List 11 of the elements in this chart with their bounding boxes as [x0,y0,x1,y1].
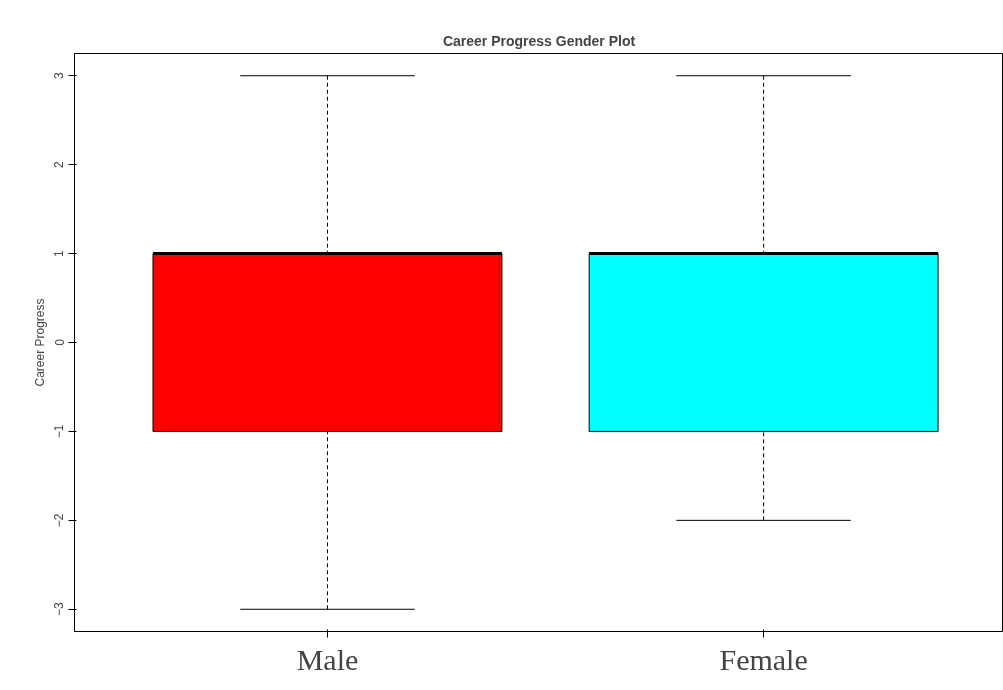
y-tick-label: 0 [52,338,67,346]
y-tick-label: 1 [52,249,67,257]
y-tick-label: 3 [52,72,67,80]
x-tick-label: Male [296,642,359,676]
chart-title: Career Progress Gender Plot [442,32,636,49]
x-tick-label: Female [719,642,808,676]
y-tick-label: −1 [52,424,67,439]
y-tick-label: −3 [52,602,67,617]
y-tick-label: 2 [52,160,67,168]
y-tick-label: −2 [52,513,67,528]
y-axis-title: Career Progress [32,298,47,387]
